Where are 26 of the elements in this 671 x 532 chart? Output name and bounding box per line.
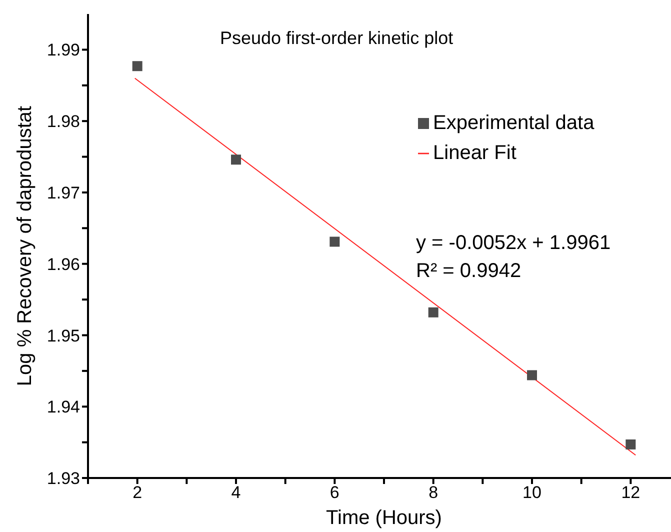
x-tick-label: 10 [522,483,542,502]
x-axis-title: Time (Hours) [326,507,442,529]
y-tick-label: 1.98 [46,112,80,132]
point [626,439,636,450]
x-tick-label: 12 [621,483,640,502]
annotation: R² = 0.9942 [416,260,522,283]
text: Pseudo first-order kinetic plot [220,28,454,49]
x-tick-label: 8 [428,483,438,502]
y-tick-label: 1.97 [46,183,80,202]
y-tick-label: 1.93 [46,469,80,488]
y-tick-label: 1.99 [46,40,80,60]
y-tick-label: 1.96 [46,254,80,274]
legend-label: Linear Fit [433,142,516,164]
y-axis-title: Log % Recovery of daprodustat [14,105,36,386]
point [132,61,142,72]
x-tick-label: 6 [330,483,340,502]
point [428,307,438,318]
annotation: y = -0.0052x + 1.9961 [416,232,611,255]
point [231,154,241,165]
point [527,370,537,380]
x-tick-label: 4 [231,483,241,502]
y-tick-label: 1.94 [46,398,80,417]
y-tick-label: 1.95 [46,326,80,346]
point [330,236,340,247]
x-tick-label: 2 [132,483,142,502]
legend-label: Experimental data [433,112,594,134]
